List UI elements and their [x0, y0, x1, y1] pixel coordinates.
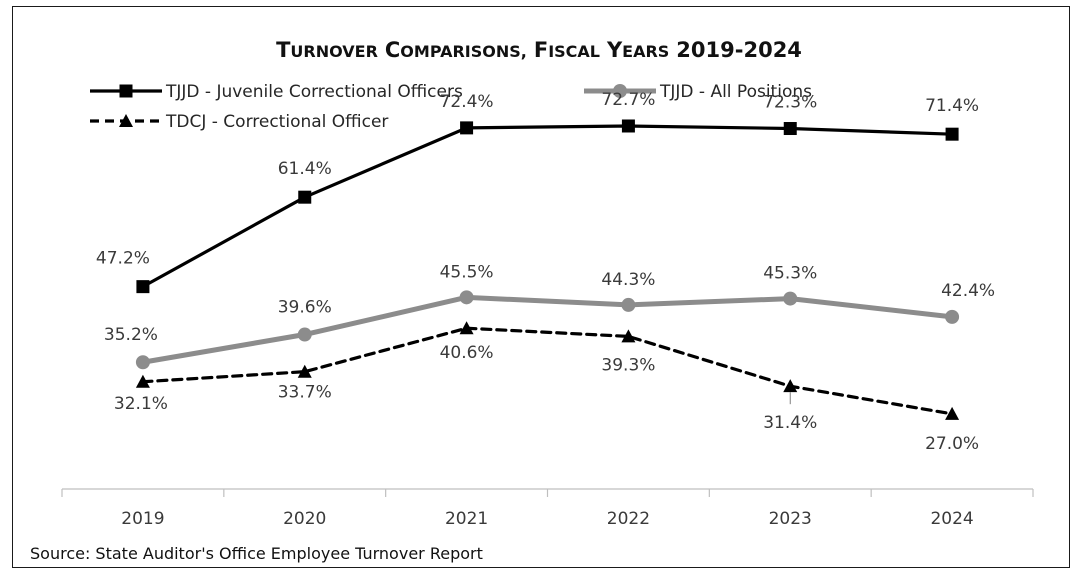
data-label-tdcj-correctional-officer-2019: 32.1% — [114, 394, 168, 414]
x-tick-label-2020: 2020 — [283, 509, 326, 529]
data-label-tdcj-correctional-officer-2021: 40.6% — [440, 343, 494, 363]
data-label-tdcj-correctional-officer-2024: 27.0% — [925, 434, 979, 454]
data-label-tjjd-all-positions-2023: 45.3% — [763, 264, 817, 284]
data-label-tdcj-correctional-officer-2020: 33.7% — [278, 383, 332, 403]
data-point-tdcj-correctional-officer-2021 — [459, 321, 474, 335]
data-label-tjjd-juvenile-correctional-officers-2020: 61.4% — [278, 159, 332, 179]
series-tdcj-correctional-officer — [135, 321, 960, 420]
legend-label-tdcj-correctional-officer: TDCJ - Correctional Officer — [165, 112, 388, 132]
series-line-tjjd-juvenile-correctional-officers — [141, 124, 954, 289]
data-label-tjjd-all-positions-2024: 42.4% — [941, 281, 995, 301]
series-line-tjjd-all-positions — [140, 294, 955, 365]
legend-item-tjjd-juvenile-correctional-officers: TJJD - Juvenile Correctional Officers — [90, 82, 463, 102]
legend-marker-tjjd-juvenile-correctional-officers — [119, 84, 133, 98]
legend-label-tjjd-all-positions: TJJD - All Positions — [659, 82, 812, 102]
x-tick-label-2023: 2023 — [769, 509, 812, 529]
data-label-tjjd-juvenile-correctional-officers-2019: 47.2% — [96, 249, 150, 269]
data-label-tjjd-juvenile-correctional-officers-2023: 72.3% — [763, 93, 817, 113]
x-tick-label-2021: 2021 — [445, 509, 488, 529]
legend-label-tjjd-juvenile-correctional-officers: TJJD - Juvenile Correctional Officers — [165, 82, 463, 102]
data-point-tjjd-all-positions-2021 — [459, 290, 474, 305]
data-point-tjjd-all-positions-2019 — [135, 355, 150, 370]
data-label-tjjd-all-positions-2021: 45.5% — [440, 262, 494, 282]
legend-item-tdcj-correctional-officer: TDCJ - Correctional Officer — [90, 112, 388, 132]
data-label-tdcj-correctional-officer-2023: 31.4% — [763, 413, 817, 433]
data-point-tdcj-correctional-officer-2022 — [621, 329, 636, 343]
data-label-tjjd-all-positions-2022: 44.3% — [601, 270, 655, 290]
data-point-tdcj-correctional-officer-2020 — [297, 364, 312, 378]
data-point-tjjd-juvenile-correctional-officers-2020 — [298, 190, 312, 204]
legend-marker-tjjd-all-positions — [613, 84, 627, 98]
series-tjjd-juvenile-correctional-officers — [136, 119, 959, 294]
data-point-tjjd-juvenile-correctional-officers-2024 — [945, 127, 959, 141]
x-tick-label-2024: 2024 — [930, 509, 973, 529]
series-line-tdcj-correctional-officer — [141, 326, 954, 416]
data-label-tjjd-juvenile-correctional-officers-2024: 71.4% — [925, 96, 979, 116]
source-note: Source: State Auditor's Office Employee … — [30, 544, 483, 563]
data-point-tdcj-correctional-officer-2024 — [945, 406, 960, 420]
chart-title: TURNOVER COMPARISONS, FISCAL YEARS 2019-… — [276, 38, 802, 62]
data-point-tjjd-juvenile-correctional-officers-2023 — [783, 122, 797, 136]
series-tjjd-all-positions — [135, 290, 960, 370]
data-label-tjjd-all-positions-2019: 35.2% — [104, 325, 158, 345]
legend-item-tjjd-all-positions: TJJD - All Positions — [584, 82, 812, 102]
x-axis: 2019 2020 2021 2022 2023 2024 — [61, 488, 1034, 529]
data-label-tjjd-all-positions-2020: 39.6% — [278, 298, 332, 318]
data-point-tjjd-juvenile-correctional-officers-2019 — [136, 280, 150, 294]
legend: TJJD - Juvenile Correctional Officers TJJ… — [90, 82, 812, 132]
data-point-tjjd-all-positions-2024 — [945, 309, 960, 324]
x-tick-label-2022: 2022 — [607, 509, 650, 529]
data-point-tdcj-correctional-officer-2019 — [135, 374, 150, 388]
data-point-tjjd-all-positions-2023 — [783, 291, 798, 306]
data-label-tjjd-juvenile-correctional-officers-2021: 72.4% — [440, 92, 494, 112]
chart-frame — [12, 6, 1070, 568]
data-point-tjjd-all-positions-2020 — [297, 327, 312, 342]
data-point-tjjd-juvenile-correctional-officers-2022 — [621, 119, 635, 133]
data-point-tjjd-all-positions-2022 — [621, 297, 636, 312]
data-point-tdcj-correctional-officer-2023 — [783, 379, 798, 393]
legend-marker-tdcj-correctional-officer — [119, 114, 133, 127]
data-point-tjjd-juvenile-correctional-officers-2021 — [460, 121, 474, 135]
data-labels: 47.2% 61.4% 72.4% 72.7% 72.3% 71.4% 35.2% 39.6%… — [96, 90, 995, 454]
x-tick-label-2019: 2019 — [121, 509, 164, 529]
series-layer — [135, 119, 960, 420]
data-label-tdcj-correctional-officer-2022: 39.3% — [601, 355, 655, 375]
data-label-tjjd-juvenile-correctional-officers-2022: 72.7% — [601, 90, 655, 110]
